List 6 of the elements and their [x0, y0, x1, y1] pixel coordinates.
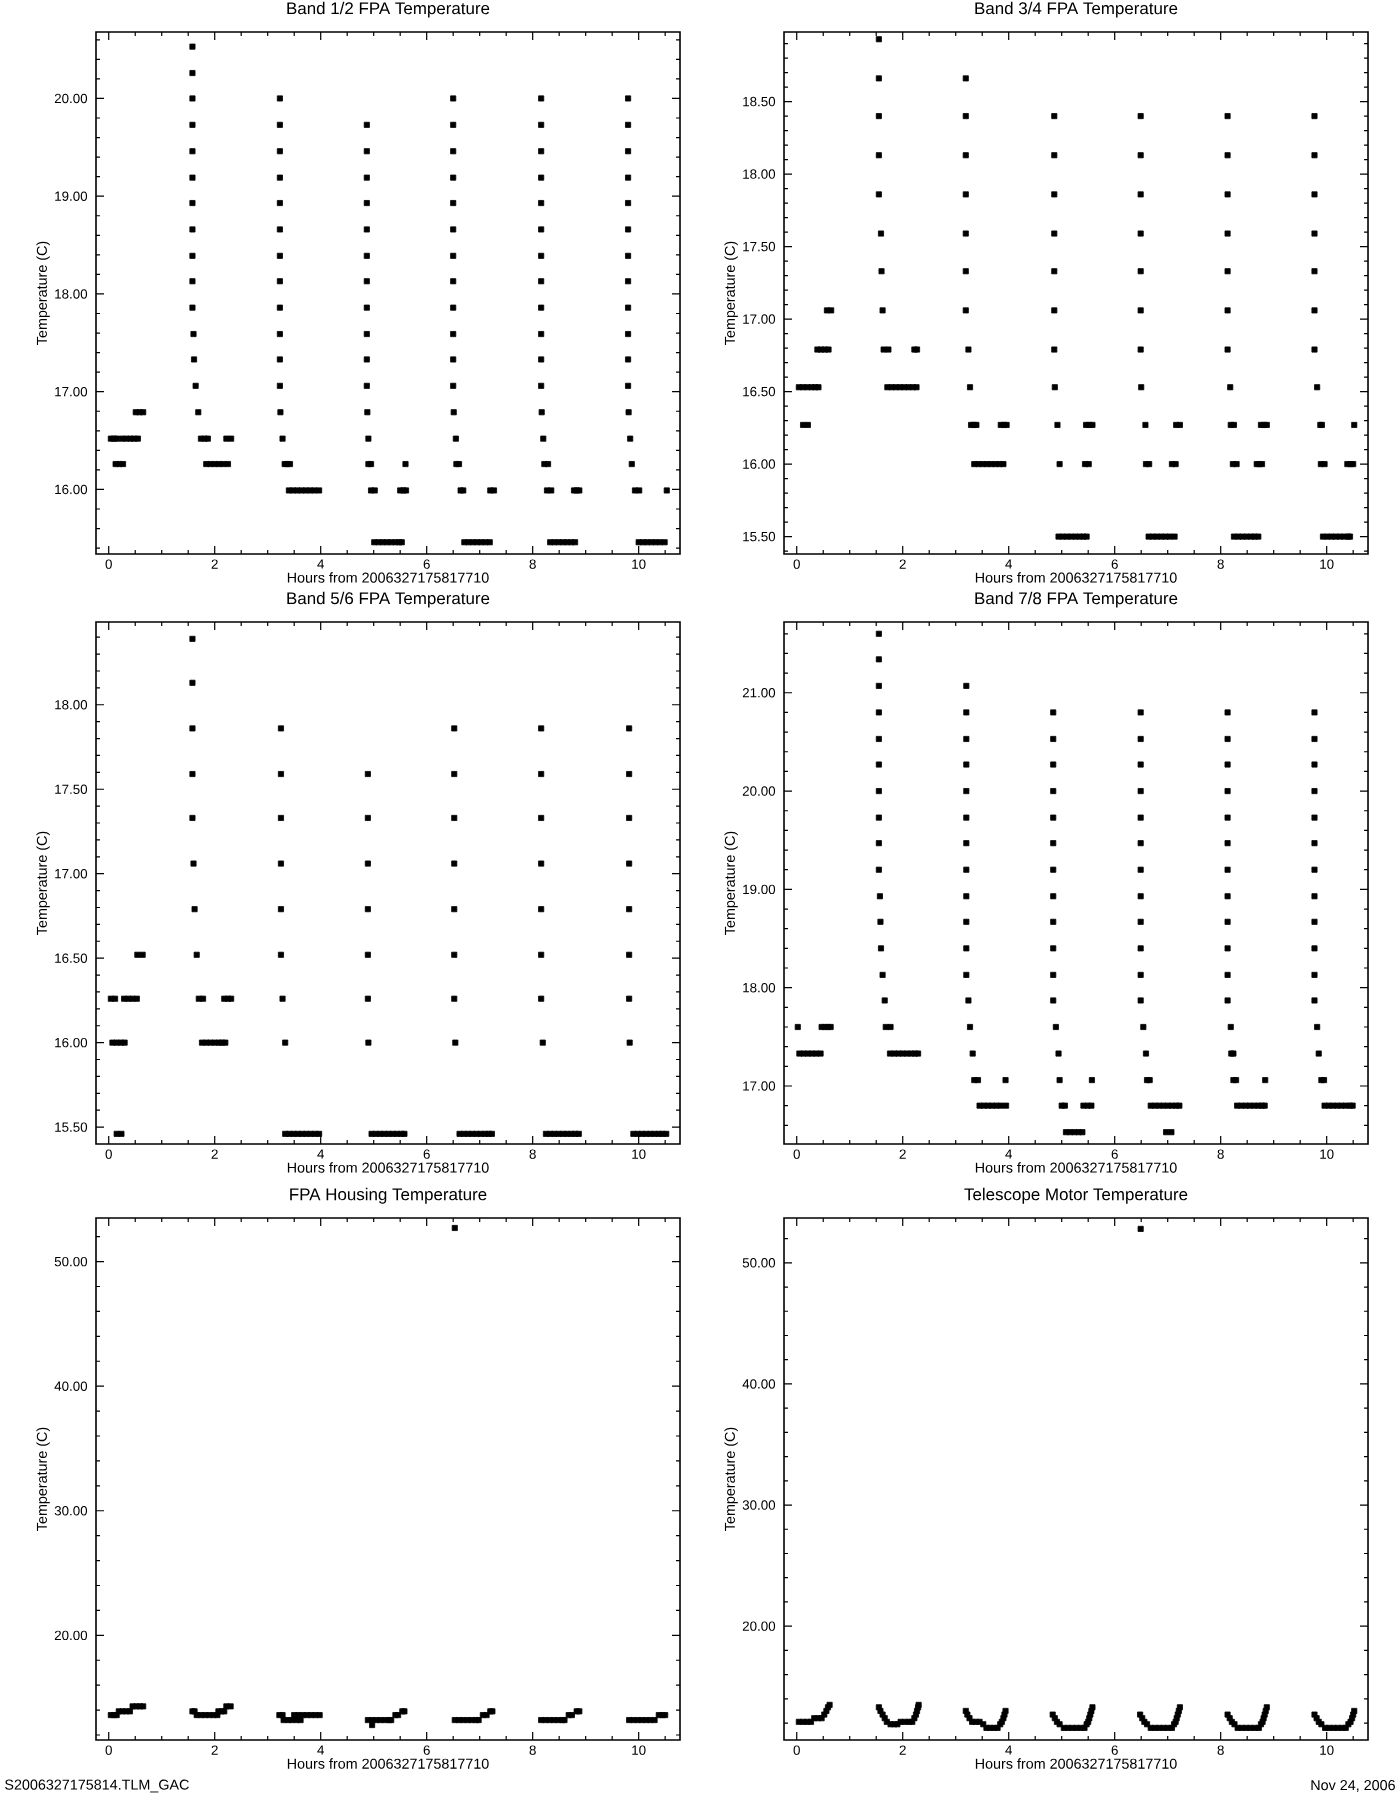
chart-title: Band 1/2 FPA Temperature — [287, 1, 490, 18]
chart-title: Band 5/6 FPA Temperature — [287, 591, 490, 608]
chart-title: Band 7/8 FPA Temperature — [975, 591, 1178, 608]
chart-title: Band 3/4 FPA Temperature — [975, 1, 1178, 18]
chart-title: Telescope Motor Temperature — [964, 1187, 1188, 1204]
chart-title: FPA Housing Temperature — [290, 1187, 487, 1204]
